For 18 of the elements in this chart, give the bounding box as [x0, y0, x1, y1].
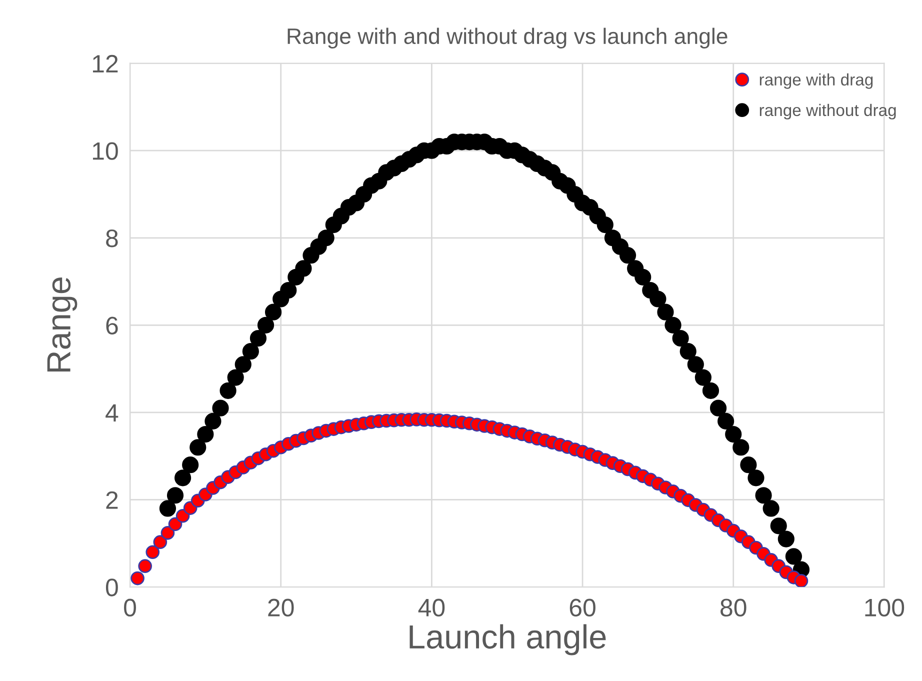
y-tick-label: 4 — [106, 404, 118, 422]
y-tick-label: 10 — [92, 142, 118, 160]
legend-label: range with drag — [760, 73, 873, 89]
x-tick-label: 60 — [570, 598, 596, 616]
y-tick-label: 2 — [106, 491, 118, 509]
y-tick-label: 0 — [106, 578, 118, 596]
y-tick-label: 12 — [92, 54, 118, 72]
y-axis-title: Range — [47, 278, 78, 372]
x-tick-label: 20 — [268, 598, 294, 616]
x-tick-label: 100 — [865, 598, 904, 616]
y-tick-label: 6 — [106, 316, 118, 334]
x-tick-label: 40 — [418, 598, 445, 616]
x-axis-title: Launch angle — [410, 624, 606, 656]
y-tick-label: 8 — [106, 230, 118, 248]
x-tick-label: 0 — [124, 598, 136, 616]
legend-label: range without drag — [760, 104, 896, 120]
chart-title: Range with and without drag vs launch angle — [288, 28, 728, 48]
x-tick-label: 80 — [720, 598, 746, 616]
